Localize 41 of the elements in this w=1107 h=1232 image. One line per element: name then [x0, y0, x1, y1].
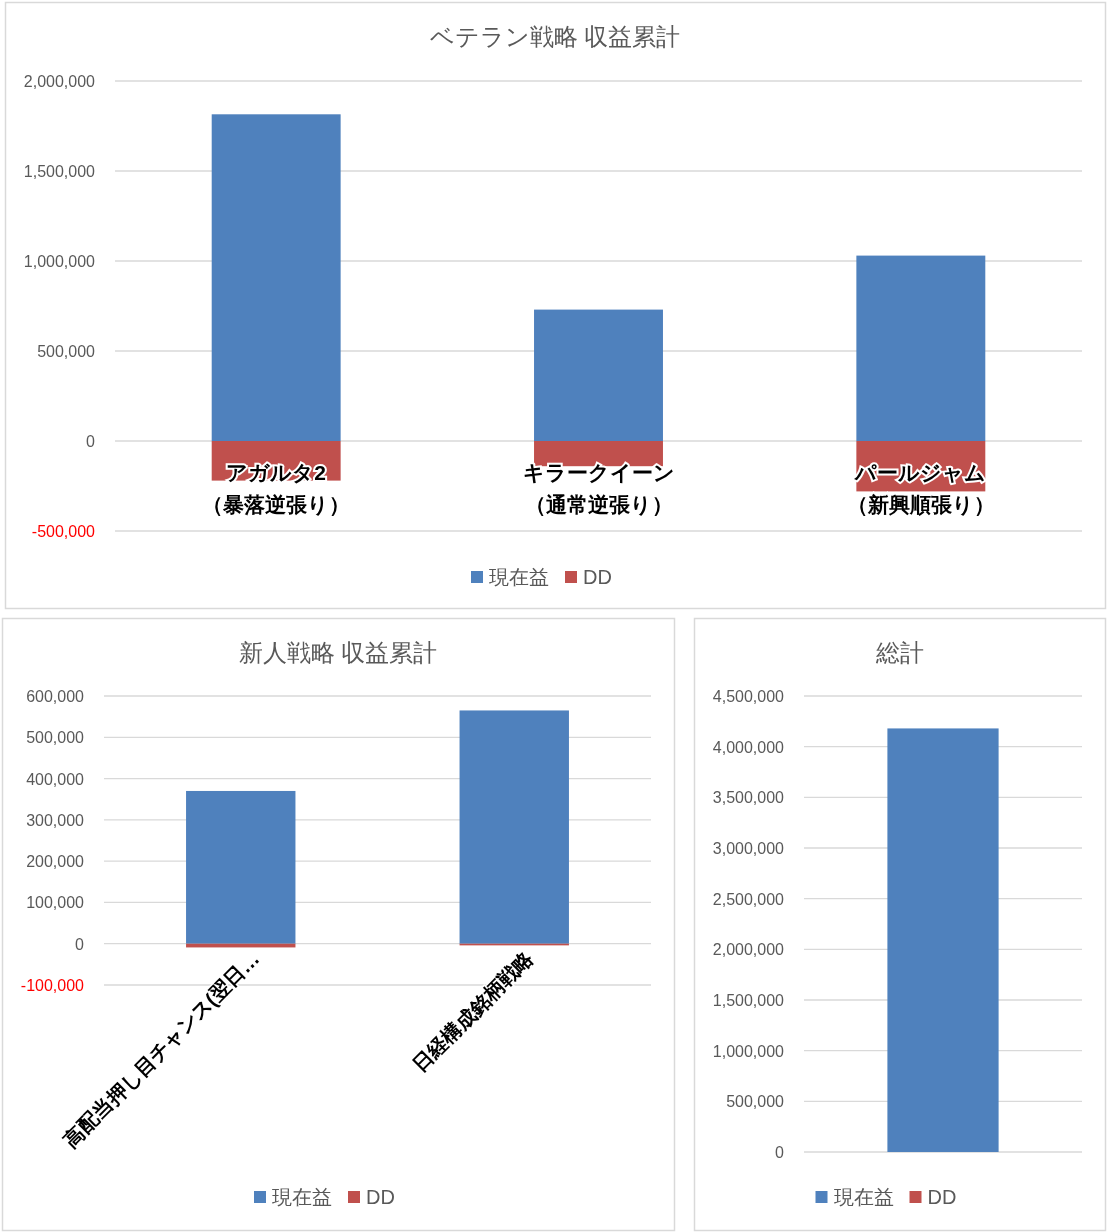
y-tick-label: -500,000: [31, 523, 96, 540]
y-tick-label: 4,000,000: [712, 738, 785, 756]
y-tick-label: 2,500,000: [712, 890, 785, 908]
y-tick-label: 600,000: [26, 688, 85, 705]
chart-title: 新人戦略 収益累計: [238, 639, 438, 666]
bar: [186, 790, 296, 944]
y-tick-label: 500,000: [37, 343, 96, 360]
y-tick-label: 1,500,000: [23, 163, 96, 180]
x-tick-label: キラークイーン（通常逆張り）: [522, 461, 675, 516]
bar: [211, 114, 341, 441]
y-tick-label: 400,000: [26, 770, 85, 788]
bar: [459, 710, 569, 944]
x-tick-label: アガルタ2（暴落逆張り）: [202, 461, 351, 516]
y-tick-label: 1,000,000: [23, 253, 96, 270]
y-tick-label: 0: [86, 433, 96, 450]
y-tick-label: 3,500,000: [712, 789, 785, 807]
y-tick-label: -100,000: [20, 977, 85, 994]
y-tick-label: 300,000: [26, 811, 85, 829]
y-tick-label: 4,500,000: [712, 688, 785, 705]
legend-label: 現在益: [272, 1186, 332, 1208]
legend-label: 現在益: [489, 566, 549, 588]
x-tick-label: 日経構成銘柄戦略: [408, 946, 538, 1076]
y-tick-label: 0: [75, 935, 85, 953]
legend-label: DD: [583, 566, 612, 588]
chart-title: ベテラン戦略 収益累計: [429, 23, 681, 50]
y-tick-label: 1,000,000: [712, 1042, 785, 1060]
y-tick-label: 500,000: [726, 1093, 785, 1111]
y-tick-label: 0: [775, 1144, 785, 1161]
y-tick-label: 2,000,000: [23, 73, 96, 90]
legend-label: DD: [366, 1186, 395, 1208]
y-tick-label: 3,000,000: [712, 840, 785, 857]
bar: [856, 255, 986, 441]
y-tick-label: 100,000: [26, 894, 85, 912]
y-tick-label: 500,000: [26, 729, 85, 747]
chart-title: 総計: [874, 639, 924, 666]
legend-label: DD: [927, 1186, 957, 1208]
legend-label: 現在益: [833, 1186, 894, 1208]
bar: [534, 309, 663, 441]
y-tick-label: 1,500,000: [712, 992, 785, 1009]
y-tick-label: 2,000,000: [712, 941, 785, 959]
y-tick-label: 200,000: [26, 853, 85, 871]
